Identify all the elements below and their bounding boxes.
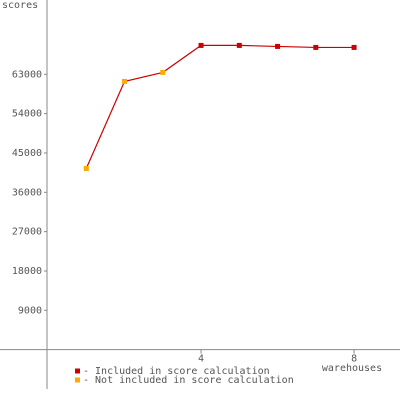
y-tick-label: 36000 [12, 187, 42, 198]
point [160, 69, 166, 75]
y-axis-label: scores [2, 0, 38, 11]
legend-label: - Included in score calculation [83, 366, 270, 377]
y-tick-label: 63000 [12, 69, 42, 80]
y-tick-label: 27000 [12, 227, 42, 238]
y-tick-label: 45000 [12, 148, 42, 159]
y-tick-label: 18000 [12, 266, 42, 277]
y-tick-label: 9000 [18, 305, 42, 316]
legend-label: - Not included in score calculation [83, 375, 294, 386]
legend-swatch [75, 377, 80, 383]
x-tick-label: 4 [198, 354, 204, 365]
point [122, 78, 128, 84]
point [83, 165, 89, 171]
series-line [85, 44, 355, 169]
legend-swatch [75, 368, 80, 374]
point [313, 44, 319, 50]
point [351, 44, 357, 50]
y-tick-label: 54000 [12, 109, 42, 120]
point [198, 42, 204, 48]
x-tick-label: 8 [351, 354, 357, 365]
point [275, 43, 281, 49]
x-axis-label: warehouses [322, 363, 382, 374]
point [236, 42, 242, 48]
